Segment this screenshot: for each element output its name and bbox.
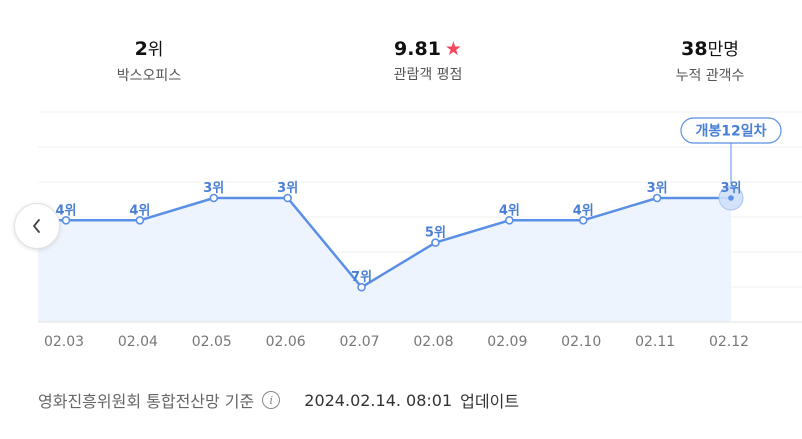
source-text: 영화진흥위원회 통합전산망 기준: [38, 392, 255, 411]
x-tick-label: 02.11: [635, 334, 675, 350]
point-label: 4위: [499, 203, 520, 218]
chevron-left-icon: [33, 219, 40, 233]
x-tick-label: 02.10: [561, 334, 601, 350]
data-point: [652, 193, 662, 203]
point-label: 4위: [55, 203, 76, 218]
stat-value: 9.81: [394, 38, 441, 60]
footer: 영화진흥위원회 통합전산망 기준 i 2024.02.14. 08:01 업데이…: [38, 388, 519, 412]
star-icon: ★: [444, 38, 462, 60]
x-tick-label: 02.04: [118, 334, 158, 350]
stat-value: 2: [134, 38, 148, 60]
stat-label: 박스오피스: [116, 68, 182, 84]
x-tick-label: 02.06: [266, 334, 306, 350]
x-tick-label: 02.07: [340, 334, 380, 350]
data-point: [505, 216, 514, 225]
stat-label: 관람객 평점: [393, 67, 463, 83]
rank-chart: 개봉12일차 4위 02.03 4위 02.04 3위 02.05 3위 02.06 7위 02.0…: [38, 111, 802, 350]
point-label: 3위: [720, 181, 741, 196]
update-time: 2024.02.14. 08:01: [304, 390, 453, 410]
prev-button[interactable]: [14, 203, 60, 249]
x-tick-label: 02.12: [709, 334, 749, 350]
point-label: 3위: [277, 181, 298, 196]
data-point: [728, 195, 734, 201]
data-point: [578, 216, 588, 225]
stat-rating: 9.81 ★ 관람객 평점: [328, 36, 528, 84]
x-tick-label: 02.03: [44, 334, 84, 350]
x-tick-label: 02.09: [487, 334, 527, 350]
point-label: 5위: [425, 226, 446, 241]
point-label: 3위: [203, 181, 224, 196]
area-fill: [38, 198, 731, 322]
data-point: [209, 193, 219, 203]
data-point: [135, 216, 145, 225]
stat-unit: 위: [147, 40, 164, 60]
highlight-badge-label: 개봉12일차: [695, 124, 766, 140]
data-point: [357, 282, 366, 292]
point-label: 3위: [647, 181, 668, 196]
stats-row: 2위 박스오피스 9.81 ★ 관람객 평점 38만명 누적 관객수: [0, 36, 802, 96]
stat-value: 38: [681, 38, 708, 60]
data-point: [61, 216, 71, 225]
stat-unit: 만명: [707, 40, 739, 60]
x-tick-label: 02.05: [192, 334, 232, 350]
stat-boxoffice: 2위 박스오피스: [49, 36, 249, 85]
data-point: [431, 238, 440, 247]
point-label: 4위: [573, 203, 594, 218]
point-label: 7위: [351, 270, 372, 285]
stat-audience: 38만명 누적 관객수: [610, 36, 802, 85]
highlight-badge: [680, 117, 782, 144]
stat-label: 누적 관객수: [675, 68, 745, 84]
info-icon[interactable]: i: [262, 391, 281, 409]
update-label: 업데이트: [460, 392, 520, 411]
point-label: 4위: [129, 203, 150, 218]
x-tick-label: 02.08: [413, 334, 453, 350]
data-point: [283, 193, 292, 203]
